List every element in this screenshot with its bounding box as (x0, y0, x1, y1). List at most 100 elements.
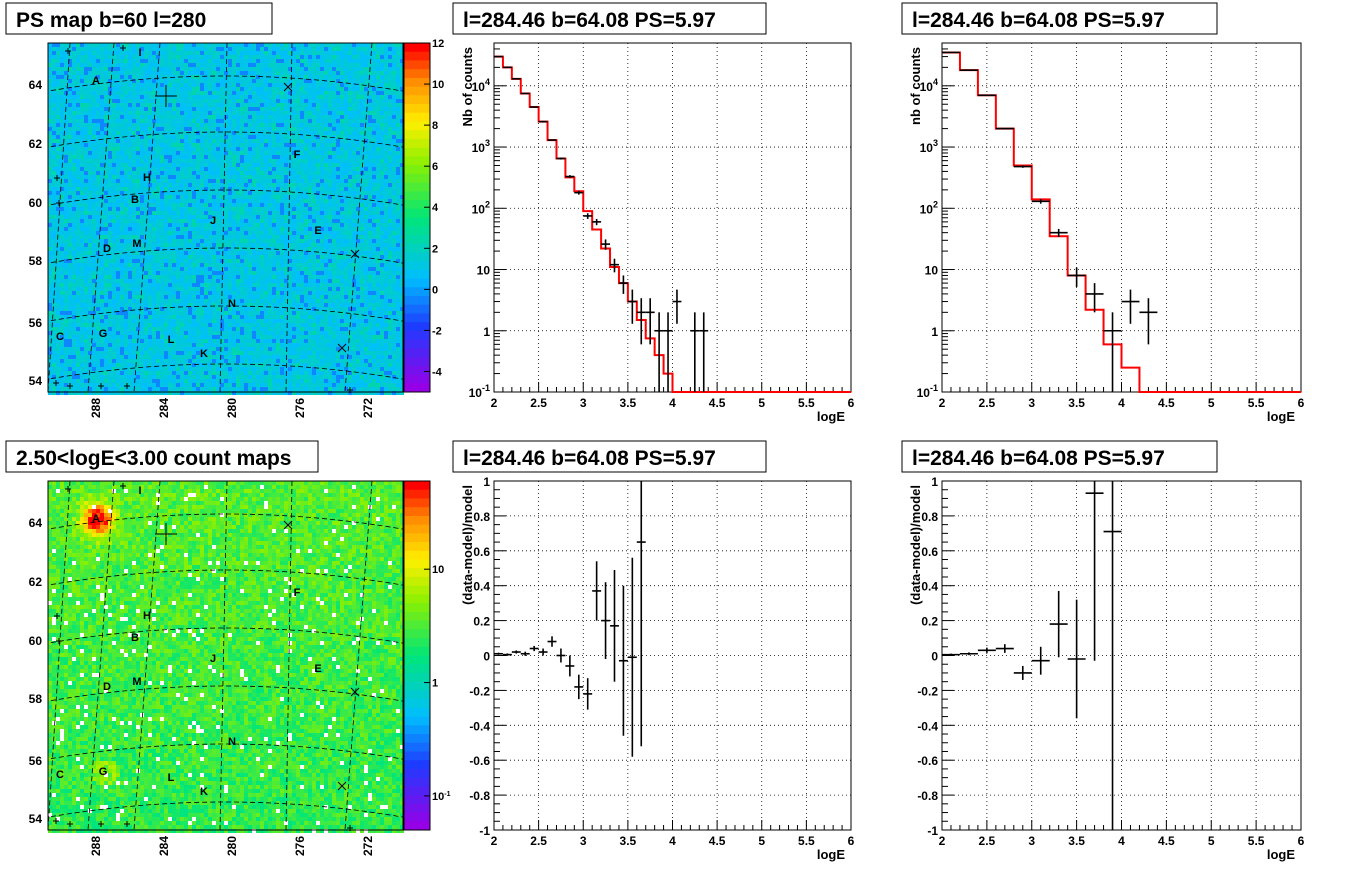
map-pixel (368, 63, 372, 67)
map-pixel (396, 147, 400, 151)
map-pixel (92, 179, 96, 183)
map-pixel (328, 59, 332, 63)
map-pixel (60, 71, 64, 75)
map-pixel (252, 75, 256, 79)
map-pixel (80, 219, 84, 223)
map-pixel (360, 75, 364, 79)
map-pixel (248, 263, 252, 267)
map-pixel (268, 231, 272, 235)
map-pixel (132, 67, 136, 71)
map-pixel (168, 179, 172, 183)
map-pixel (292, 263, 296, 267)
map-pixel (160, 183, 164, 187)
map-pixel (56, 131, 60, 135)
map-pixel (244, 243, 248, 247)
map-pixel (220, 119, 224, 123)
map-pixel (220, 47, 224, 51)
map-pixel (232, 187, 236, 191)
map-pixel (84, 235, 88, 239)
map-pixel (176, 103, 180, 107)
map-pixel (324, 75, 328, 79)
map-pixel (196, 51, 200, 55)
map-pixel (260, 139, 264, 143)
map-pixel (136, 183, 140, 187)
map-pixel (272, 183, 276, 187)
map-pixel (224, 175, 228, 179)
map-pixel (140, 115, 144, 119)
map-pixel (184, 255, 188, 259)
map-pixel (72, 151, 76, 155)
map-pixel (200, 247, 204, 251)
map-pixel (116, 123, 120, 127)
map-pixel (112, 111, 116, 115)
map-pixel (232, 131, 236, 135)
map-pixel (312, 183, 316, 187)
map-pixel (352, 211, 356, 215)
map-pixel (208, 59, 212, 63)
map-pixel (368, 139, 372, 143)
map-pixel (84, 55, 88, 59)
map-pixel (108, 119, 112, 123)
map-pixel (320, 235, 324, 239)
map-pixel (64, 259, 68, 263)
map-pixel (116, 243, 120, 247)
map-pixel (392, 107, 396, 111)
map-pixel (352, 91, 356, 95)
map-pixel (208, 259, 212, 263)
map-pixel (204, 43, 208, 47)
map-pixel (80, 175, 84, 179)
map-pixel (168, 95, 172, 99)
map-pixel (48, 239, 52, 243)
map-pixel (252, 219, 256, 223)
map-pixel (228, 99, 232, 103)
map-pixel (340, 251, 344, 255)
map-pixel (48, 59, 52, 63)
map-pixel (160, 139, 164, 143)
map-pixel (112, 131, 116, 135)
map-pixel (392, 55, 396, 59)
map-pixel (204, 251, 208, 255)
map-pixel (300, 231, 304, 235)
map-pixel (52, 175, 56, 179)
map-pixel (176, 227, 180, 231)
map-pixel (392, 183, 396, 187)
map-pixel (188, 167, 192, 171)
map-pixel (112, 91, 116, 95)
map-pixel (372, 67, 376, 71)
map-pixel (364, 143, 368, 147)
map-pixel (68, 143, 72, 147)
map-pixel (200, 259, 204, 263)
map-pixel (92, 115, 96, 119)
map-pixel (52, 51, 56, 55)
map-pixel (48, 231, 52, 235)
map-pixel (276, 211, 280, 215)
map-pixel (372, 215, 376, 219)
map-pixel (76, 75, 80, 79)
map-pixel (340, 167, 344, 171)
map-pixel (312, 219, 316, 223)
map-pixel (260, 175, 264, 179)
map-pixel (228, 143, 232, 147)
map-pixel (176, 159, 180, 163)
map-pixel (76, 135, 80, 139)
map-pixel (296, 259, 300, 263)
map-pixel (72, 47, 76, 51)
map-pixel (152, 79, 156, 83)
map-pixel (356, 175, 360, 179)
map-pixel (80, 239, 84, 243)
map-pixel (144, 207, 148, 211)
map-pixel (212, 51, 216, 55)
map-pixel (204, 155, 208, 159)
map-pixel (272, 259, 276, 263)
map-pixel (340, 51, 344, 55)
map-pixel (240, 79, 244, 83)
map-pixel (320, 75, 324, 79)
map-pixel (304, 223, 308, 227)
map-pixel (380, 139, 384, 143)
map-pixel (132, 207, 136, 211)
map-pixel (84, 111, 88, 115)
map-pixel (352, 207, 356, 211)
map-pixel (316, 155, 320, 159)
map-pixel (208, 99, 212, 103)
map-pixel (80, 251, 84, 255)
